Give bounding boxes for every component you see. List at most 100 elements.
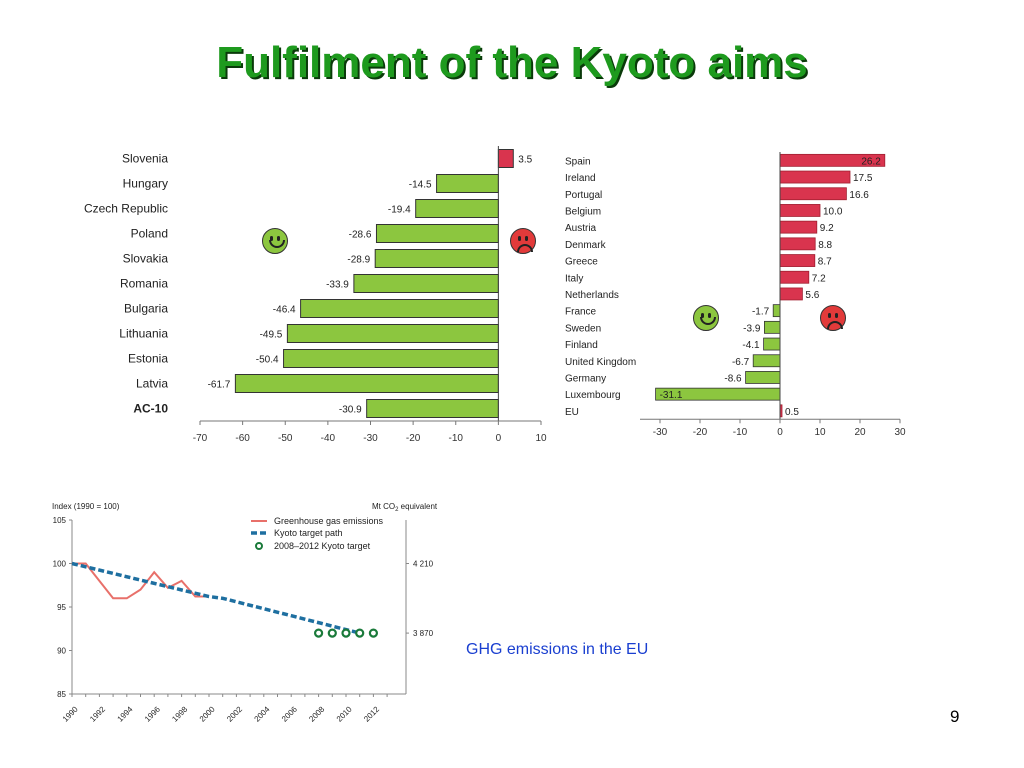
chart-bar: [366, 399, 499, 418]
category-label: Spain: [565, 156, 591, 167]
category-label: United Kingdom: [565, 357, 636, 368]
category-label: Latvia: [136, 377, 168, 391]
chart-bar: [779, 270, 810, 284]
tick-label: 1998: [170, 704, 189, 723]
tick-label: 20: [854, 427, 866, 438]
tick-label: 95: [57, 603, 66, 612]
chart-caption: GHG emissions in the EU: [466, 641, 649, 658]
legend-label: Kyoto target path: [274, 528, 343, 538]
chart-bar: [779, 187, 847, 201]
data-label: -6.7: [732, 357, 750, 368]
category-label: Estonia: [128, 352, 168, 366]
tick-label: 1990: [61, 704, 80, 723]
tick-label: 30: [894, 427, 906, 438]
tick-label: 10: [814, 427, 826, 438]
tick-label: 105: [53, 516, 67, 525]
chart-bar: [497, 149, 514, 168]
chart-bar: [763, 337, 781, 351]
tick-label: -20: [406, 433, 421, 444]
y-axis-label-left: Index (1990 = 100): [52, 502, 120, 511]
data-label: 17.5: [853, 173, 873, 184]
tick-label: -20: [693, 427, 708, 438]
data-label: -46.4: [273, 305, 296, 316]
category-label: AC-10: [133, 402, 168, 416]
tick-label: 2012: [362, 704, 381, 723]
tick-label: -30: [653, 427, 668, 438]
chart-bar: [375, 224, 499, 243]
chart-bar: [779, 170, 851, 184]
category-label: Sweden: [565, 323, 601, 334]
tick-label: 1994: [116, 704, 135, 723]
smiley-sad-icon: [510, 228, 536, 254]
data-label: -28.9: [347, 255, 370, 266]
tick-label: -10: [733, 427, 748, 438]
tick-label: 4 210: [413, 560, 434, 569]
smiley-happy-icon: [693, 305, 719, 331]
tick-label: 2008: [307, 704, 326, 723]
category-label: Luxembourg: [565, 390, 621, 401]
category-label: Poland: [131, 227, 168, 241]
data-label: 0.5: [785, 407, 799, 418]
tick-label: 0: [777, 427, 783, 438]
tick-label: 0: [496, 433, 502, 444]
data-label: -31.1: [660, 390, 683, 401]
kyoto-target-point: [314, 628, 324, 638]
data-label: 3.5: [518, 155, 532, 166]
series-line-emissions: [72, 562, 209, 600]
category-label: Slovenia: [122, 152, 168, 166]
chart-bar: [234, 374, 499, 393]
data-label: -28.6: [349, 230, 372, 241]
data-label: -49.5: [260, 330, 283, 341]
chart-bar: [374, 249, 499, 268]
tick-label: 100: [53, 560, 67, 569]
category-label: Italy: [565, 273, 583, 284]
tick-label: 2004: [253, 704, 272, 723]
category-label: Bulgaria: [124, 302, 168, 316]
category-label: Lithuania: [119, 327, 168, 341]
chart-bar: [300, 299, 499, 318]
chart-bar: [764, 320, 781, 334]
chart-bar: [415, 199, 499, 218]
chart-bar: [779, 220, 818, 234]
tick-label: 2006: [280, 704, 299, 723]
data-label: 9.2: [820, 223, 834, 234]
tick-label: 1996: [143, 704, 162, 723]
smiley-happy-icon: [262, 228, 288, 254]
data-label: -33.9: [326, 280, 349, 291]
chart-bar: [353, 274, 499, 293]
legend-label: Greenhouse gas emissions: [274, 516, 384, 526]
kyoto-target-point: [368, 628, 378, 638]
data-label: -61.7: [208, 380, 231, 391]
chart-bar: [779, 237, 816, 251]
category-label: Greece: [565, 257, 598, 268]
tick-label: -60: [235, 433, 250, 444]
category-label: Belgium: [565, 206, 601, 217]
category-label: Slovakia: [123, 252, 169, 266]
data-label: 8.8: [818, 240, 832, 251]
tick-label: -30: [363, 433, 378, 444]
tick-label: -50: [278, 433, 293, 444]
tick-label: -70: [193, 433, 208, 444]
data-label: -19.4: [388, 205, 411, 216]
tick-label: 85: [57, 690, 66, 699]
data-label: 10.0: [823, 206, 843, 217]
data-label: -30.9: [339, 405, 362, 416]
tick-label: -40: [321, 433, 336, 444]
data-label: 8.7: [818, 257, 832, 268]
data-label: -3.9: [743, 323, 761, 334]
page-title: Fulfilment of the Kyoto aims: [216, 38, 808, 87]
data-label: 16.6: [849, 190, 869, 201]
data-label: -50.4: [256, 355, 279, 366]
chart-bar: [779, 287, 803, 301]
series-line-kyoto-path: [71, 561, 361, 635]
tick-label: 1992: [88, 704, 107, 723]
chart-bar: [283, 349, 499, 368]
data-label: -4.1: [742, 340, 760, 351]
data-label: 7.2: [812, 273, 826, 284]
legend-label: 2008–2012 Kyoto target: [274, 541, 371, 551]
tick-label: 10: [535, 433, 547, 444]
category-label: Germany: [565, 373, 606, 384]
tick-label: 90: [57, 647, 66, 656]
chart-bar: [745, 371, 781, 384]
smiley-sad-icon: [820, 305, 846, 331]
